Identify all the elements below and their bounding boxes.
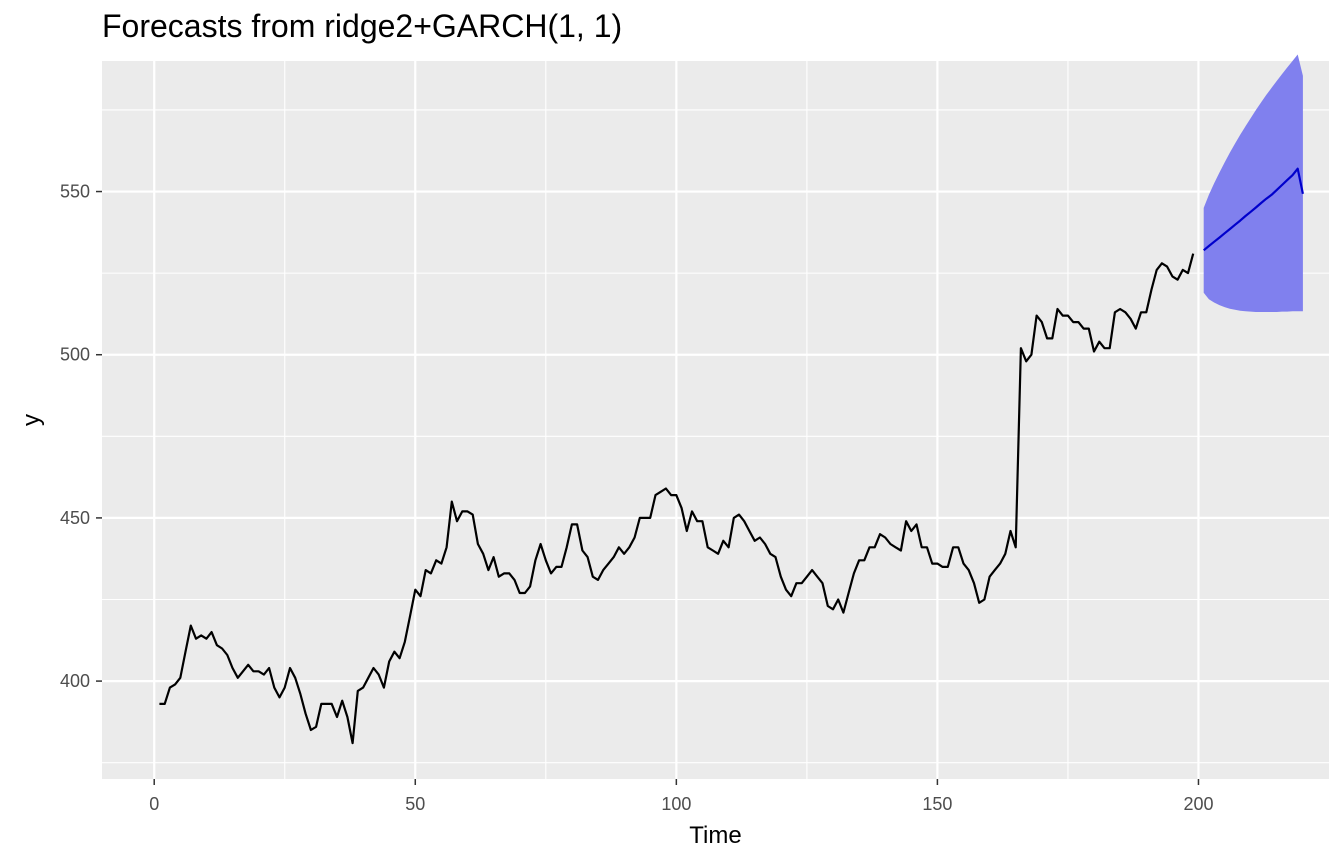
chart-title: Forecasts from ridge2+GARCH(1, 1) <box>102 8 623 44</box>
history-line <box>159 253 1195 745</box>
y-axis-ticks: 400 450 500 550 <box>60 182 102 691</box>
x-axis-title: Time <box>689 822 741 849</box>
x-axis-ticks: 0 50 100 150 200 <box>149 779 1213 814</box>
grid-lines <box>102 61 1329 779</box>
prediction-interval <box>1203 54 1303 312</box>
prediction-interval-band <box>1203 54 1303 312</box>
x-tick-label: 200 <box>1183 794 1213 814</box>
y-tick-label: 500 <box>60 345 90 365</box>
y-tick-label: 450 <box>60 508 90 528</box>
forecast-line <box>1202 167 1304 252</box>
x-tick-label: 0 <box>149 794 159 814</box>
x-tick-label: 150 <box>922 794 952 814</box>
y-tick-label: 550 <box>60 182 90 202</box>
y-axis-title: y <box>18 414 45 426</box>
x-tick-label: 100 <box>661 794 691 814</box>
plot-panel <box>102 61 1329 779</box>
x-tick-label: 50 <box>405 794 425 814</box>
series-lines <box>159 167 1304 745</box>
y-tick-label: 400 <box>60 671 90 691</box>
